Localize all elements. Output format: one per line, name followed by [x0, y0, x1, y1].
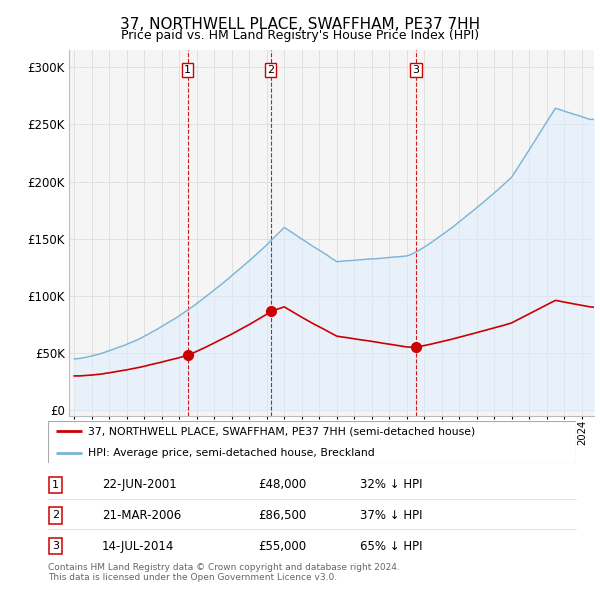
Text: 22-JUN-2001: 22-JUN-2001: [102, 478, 177, 491]
Text: £48,000: £48,000: [258, 478, 306, 491]
Text: 32% ↓ HPI: 32% ↓ HPI: [360, 478, 422, 491]
Text: 21-MAR-2006: 21-MAR-2006: [102, 509, 181, 522]
Text: 3: 3: [413, 65, 419, 75]
Text: Price paid vs. HM Land Registry's House Price Index (HPI): Price paid vs. HM Land Registry's House …: [121, 30, 479, 42]
Text: £55,000: £55,000: [258, 540, 306, 553]
Text: 37, NORTHWELL PLACE, SWAFFHAM, PE37 7HH: 37, NORTHWELL PLACE, SWAFFHAM, PE37 7HH: [120, 17, 480, 31]
Text: 1: 1: [52, 480, 59, 490]
Text: 1: 1: [184, 65, 191, 75]
Text: 37, NORTHWELL PLACE, SWAFFHAM, PE37 7HH (semi-detached house): 37, NORTHWELL PLACE, SWAFFHAM, PE37 7HH …: [88, 427, 475, 436]
Text: 2: 2: [52, 510, 59, 520]
Text: 14-JUL-2014: 14-JUL-2014: [102, 540, 175, 553]
Text: 3: 3: [52, 541, 59, 551]
Text: Contains HM Land Registry data © Crown copyright and database right 2024.
This d: Contains HM Land Registry data © Crown c…: [48, 563, 400, 582]
Text: £86,500: £86,500: [258, 509, 306, 522]
Text: HPI: Average price, semi-detached house, Breckland: HPI: Average price, semi-detached house,…: [88, 448, 374, 457]
Text: 2: 2: [267, 65, 274, 75]
Text: 37% ↓ HPI: 37% ↓ HPI: [360, 509, 422, 522]
Text: 65% ↓ HPI: 65% ↓ HPI: [360, 540, 422, 553]
